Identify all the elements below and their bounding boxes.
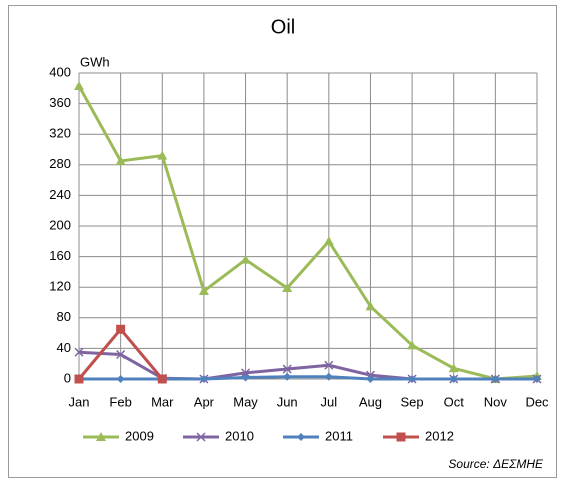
marker: [116, 324, 126, 334]
marker: [366, 375, 375, 383]
marker: [241, 368, 251, 378]
x-tick-label: Feb: [109, 394, 131, 409]
series-line: [79, 375, 537, 381]
marker: [324, 360, 334, 370]
marker: [408, 375, 417, 383]
x-tick-label: Dec: [525, 394, 549, 409]
chart-border: [8, 5, 557, 478]
y-tick-label: 400: [49, 64, 71, 79]
marker: [116, 349, 126, 360]
y-tick-label: 360: [49, 95, 71, 110]
x-tick-label: Sep: [401, 394, 424, 409]
y-tick-label: 40: [57, 340, 71, 355]
chart-title: Oil: [271, 16, 295, 38]
marker: [116, 375, 125, 383]
marker: [323, 236, 334, 246]
legend-label: 2012: [425, 428, 454, 443]
y-tick-label: 0: [64, 370, 71, 385]
legend-label: 2010: [225, 428, 254, 443]
marker: [396, 432, 406, 442]
x-tick-label: Nov: [484, 394, 508, 409]
marker: [115, 155, 126, 165]
legend-label: 2011: [325, 428, 353, 443]
y-tick-label: 200: [49, 217, 71, 232]
x-tick-label: Mar: [151, 394, 174, 409]
marker: [448, 363, 459, 373]
x-tick-label: Apr: [194, 394, 215, 409]
annotation: Source: ΔΕΣΜΗΕ: [448, 457, 544, 471]
y-tick-label: 160: [49, 248, 71, 263]
marker: [407, 340, 418, 350]
marker: [297, 433, 305, 441]
y-axis-label: GWh: [80, 54, 110, 69]
marker: [74, 374, 84, 384]
x-tick-label: May: [233, 394, 258, 409]
x-tick-label: Jan: [69, 394, 90, 409]
marker: [449, 375, 458, 383]
marker: [199, 375, 208, 383]
series-line: [77, 85, 538, 381]
marker: [282, 282, 293, 292]
marker: [324, 372, 333, 381]
marker: [196, 432, 206, 442]
y-tick-label: 280: [49, 156, 71, 171]
marker: [283, 372, 292, 381]
y-tick-label: 120: [49, 279, 71, 294]
y-tick-label: 240: [49, 187, 71, 202]
marker: [282, 364, 292, 374]
marker: [241, 373, 250, 382]
marker: [74, 81, 84, 91]
marker: [198, 286, 209, 296]
x-tick-label: Jun: [277, 394, 298, 409]
legend-label: 2009: [125, 428, 154, 443]
y-tick-label: 80: [57, 309, 71, 324]
marker: [365, 301, 376, 311]
x-tick-label: Aug: [359, 394, 382, 409]
marker: [240, 254, 251, 264]
marker: [157, 150, 168, 160]
marker: [74, 347, 84, 357]
x-tick-label: Jul: [321, 394, 338, 409]
marker: [157, 374, 167, 384]
marker: [533, 375, 541, 383]
marker: [491, 375, 500, 383]
marker: [96, 432, 106, 441]
x-tick-label: Oct: [444, 394, 465, 409]
y-tick-label: 320: [49, 126, 71, 141]
